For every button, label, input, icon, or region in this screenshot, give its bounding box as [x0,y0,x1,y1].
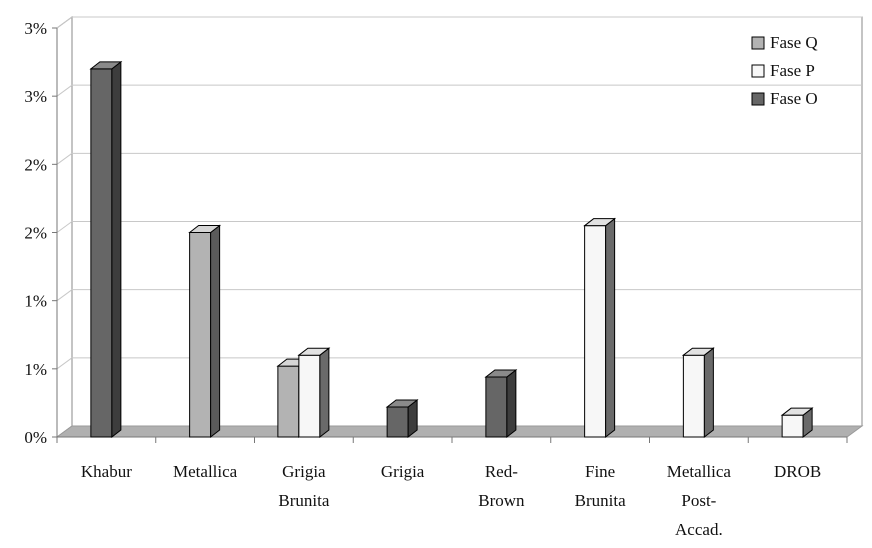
bar-top [780,407,814,416]
bar [89,60,123,439]
y-tick-label: 3% [24,19,47,38]
bar-side [210,224,221,439]
y-tick-label: 2% [24,155,47,174]
legend-label: Fase O [770,89,818,108]
gridline-side [56,152,73,165]
x-tick-label: Metallica [173,462,238,481]
x-tick-label: Fine [585,462,615,481]
bar-top [297,347,331,356]
gridline-side [56,221,73,233]
gridline-side [56,16,73,29]
bar-top [188,225,222,233]
gridline-side [56,289,73,302]
bar-front [386,406,409,438]
bar [484,368,518,439]
bar [583,217,617,439]
bars [89,60,814,439]
legend-item: Fase P [751,61,815,80]
floor [55,425,864,438]
x-tick-label: Grigia [282,462,326,481]
bar-front [277,365,300,438]
bar [780,407,814,439]
bar-side [506,368,517,439]
gridline-side [56,84,73,97]
chart-floor [55,425,864,438]
x-tick-label: Red- [485,462,518,481]
bar-top [484,369,518,378]
bar-top [89,61,123,70]
x-tick-label: Brown [478,491,525,510]
gridline-side [56,357,73,370]
x-axis: Khabur Metallica Grigia Brunita Grigia Red- Br… [56,436,848,539]
y-tick-label: 2% [24,224,47,243]
bar-front [90,68,113,438]
legend-swatch [751,92,765,106]
legend-item: Fase Q [751,33,818,52]
bar-side [703,347,714,439]
x-tick-label: Post- [681,491,716,510]
x-tick-label: Metallica [667,462,732,481]
y-tick-label: 1% [24,292,47,311]
bar [297,347,331,439]
bar-side [319,347,330,439]
bar-front [584,225,607,438]
bar [385,398,419,439]
chart-walls [56,16,863,438]
legend-swatch [751,36,765,50]
x-tick-label: Accad. [675,520,723,539]
bar-side [605,217,616,439]
y-axis: 0% 1% 1% 2% 2% 3% 3% [24,19,58,447]
legend-swatch [751,64,765,78]
bar [681,347,715,439]
bar [188,224,222,439]
bar-front [189,232,212,438]
y-tick-label: 3% [24,87,47,106]
bar-front [298,354,321,438]
bar-front [485,376,508,438]
bar-front [781,414,804,438]
legend-item: Fase O [751,89,818,108]
bar-top [385,399,419,408]
bar-top [681,347,715,356]
x-tick-label: Brunita [278,491,329,510]
y-tick-label: 0% [24,428,47,447]
x-tick-label: DROB [774,462,821,481]
bar-side [111,60,122,439]
bar-top [583,218,617,227]
y-tick-label: 1% [24,360,47,379]
legend: Fase Q Fase P Fase O [751,33,818,108]
bar-front [682,354,705,438]
x-tick-label: Brunita [575,491,626,510]
x-tick-label: Grigia [381,462,425,481]
legend-label: Fase P [770,61,815,80]
x-tick-label: Khabur [81,462,132,481]
gridlines [56,16,862,370]
legend-label: Fase Q [770,33,818,52]
